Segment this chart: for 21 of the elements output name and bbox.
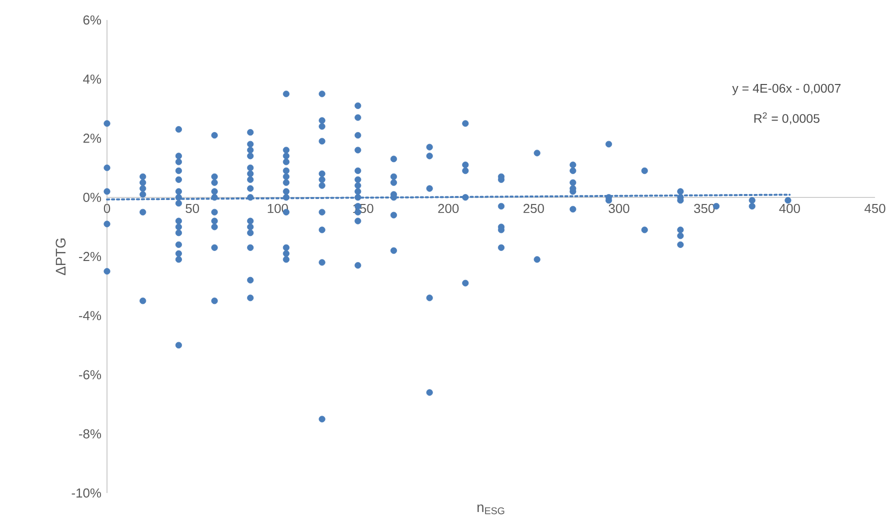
y-tick-label: -4% (79, 311, 102, 320)
x-tick-label: 250 (524, 204, 544, 214)
y-axis-title: ΔPTG (56, 238, 66, 276)
y-tick-label: -8% (79, 429, 102, 438)
x-tick-label: 300 (608, 204, 630, 214)
x-tick-label: 400 (779, 204, 800, 214)
y-tick-label: -6% (79, 370, 102, 380)
annotation: R$^{2}$ = 0,0005 (754, 112, 820, 124)
x-tick-label: 200 (438, 204, 459, 214)
y-tick-label: 2% (83, 134, 102, 143)
y-tick-label: -10% (72, 488, 102, 498)
y-tick-label: 4% (83, 74, 102, 84)
annotation: y = 4E-06x - 0,0007 (732, 84, 841, 96)
x-tick-label: 0 (104, 204, 110, 214)
x-tick-label: 50 (186, 204, 200, 214)
x-tick-label: 450 (864, 204, 886, 214)
x-tick-label: 350 (694, 204, 715, 214)
x-axis-title: n$_{ESG}$ (477, 504, 504, 514)
y-tick-label: 6% (83, 15, 102, 25)
y-tick-label: -2% (79, 252, 102, 262)
y-tick-label: 0% (83, 192, 102, 202)
